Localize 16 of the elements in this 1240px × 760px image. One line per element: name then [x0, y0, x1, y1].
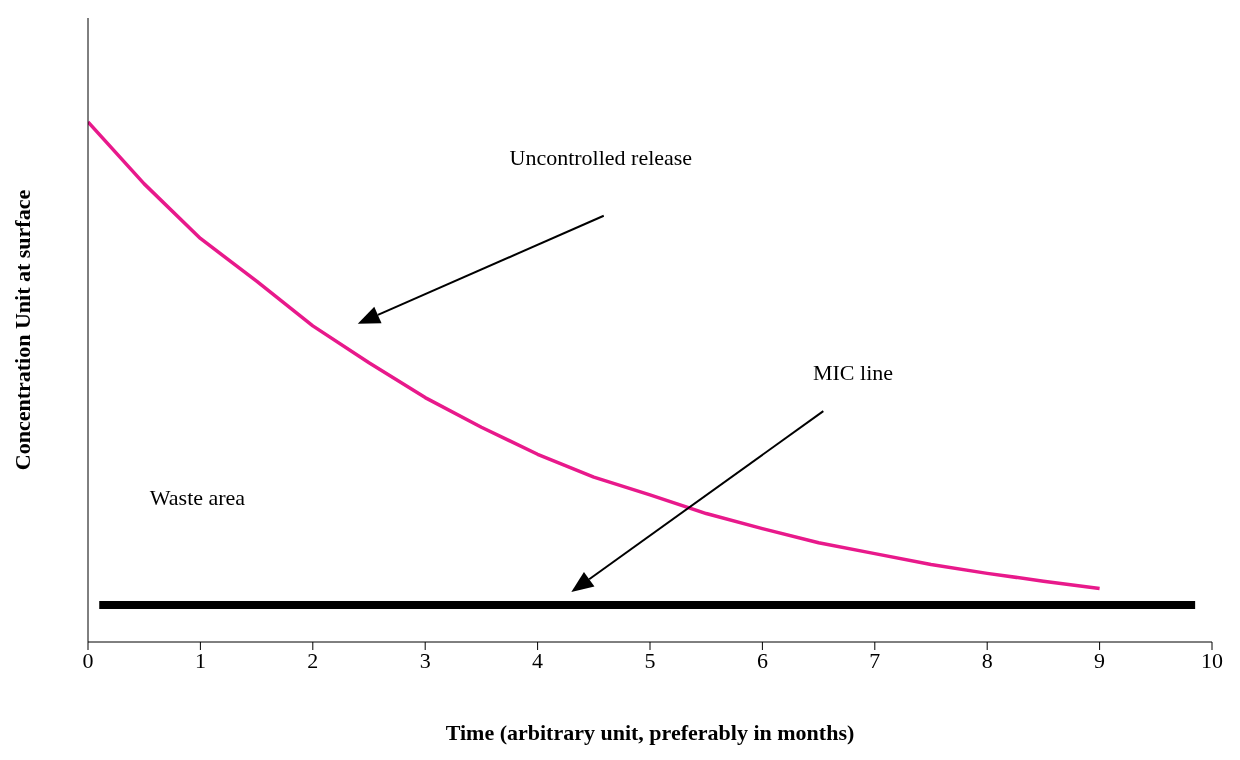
- x-tick-label: 9: [1094, 647, 1106, 673]
- x-tick-label: 3: [419, 647, 431, 673]
- x-tick-label: 10: [1201, 647, 1223, 673]
- annotation: Waste area: [149, 484, 246, 510]
- x-tick-label: 8: [981, 647, 993, 673]
- x-tick-label: 0: [82, 647, 94, 673]
- x-tick-label: 7: [869, 647, 881, 673]
- annotation: MIC line: [812, 359, 894, 385]
- y-axis-title: Concentration Unit at surface: [10, 189, 35, 471]
- x-tick-label: 5: [644, 647, 656, 673]
- x-tick-label: 2: [307, 647, 319, 673]
- x-axis-title: Time (arbitrary unit, preferably in months): [445, 720, 855, 745]
- annotation: Uncontrolled release: [509, 144, 693, 170]
- x-tick-label: 1: [194, 647, 206, 673]
- x-tick-label: 6: [756, 647, 768, 673]
- x-tick-label: 4: [532, 647, 544, 673]
